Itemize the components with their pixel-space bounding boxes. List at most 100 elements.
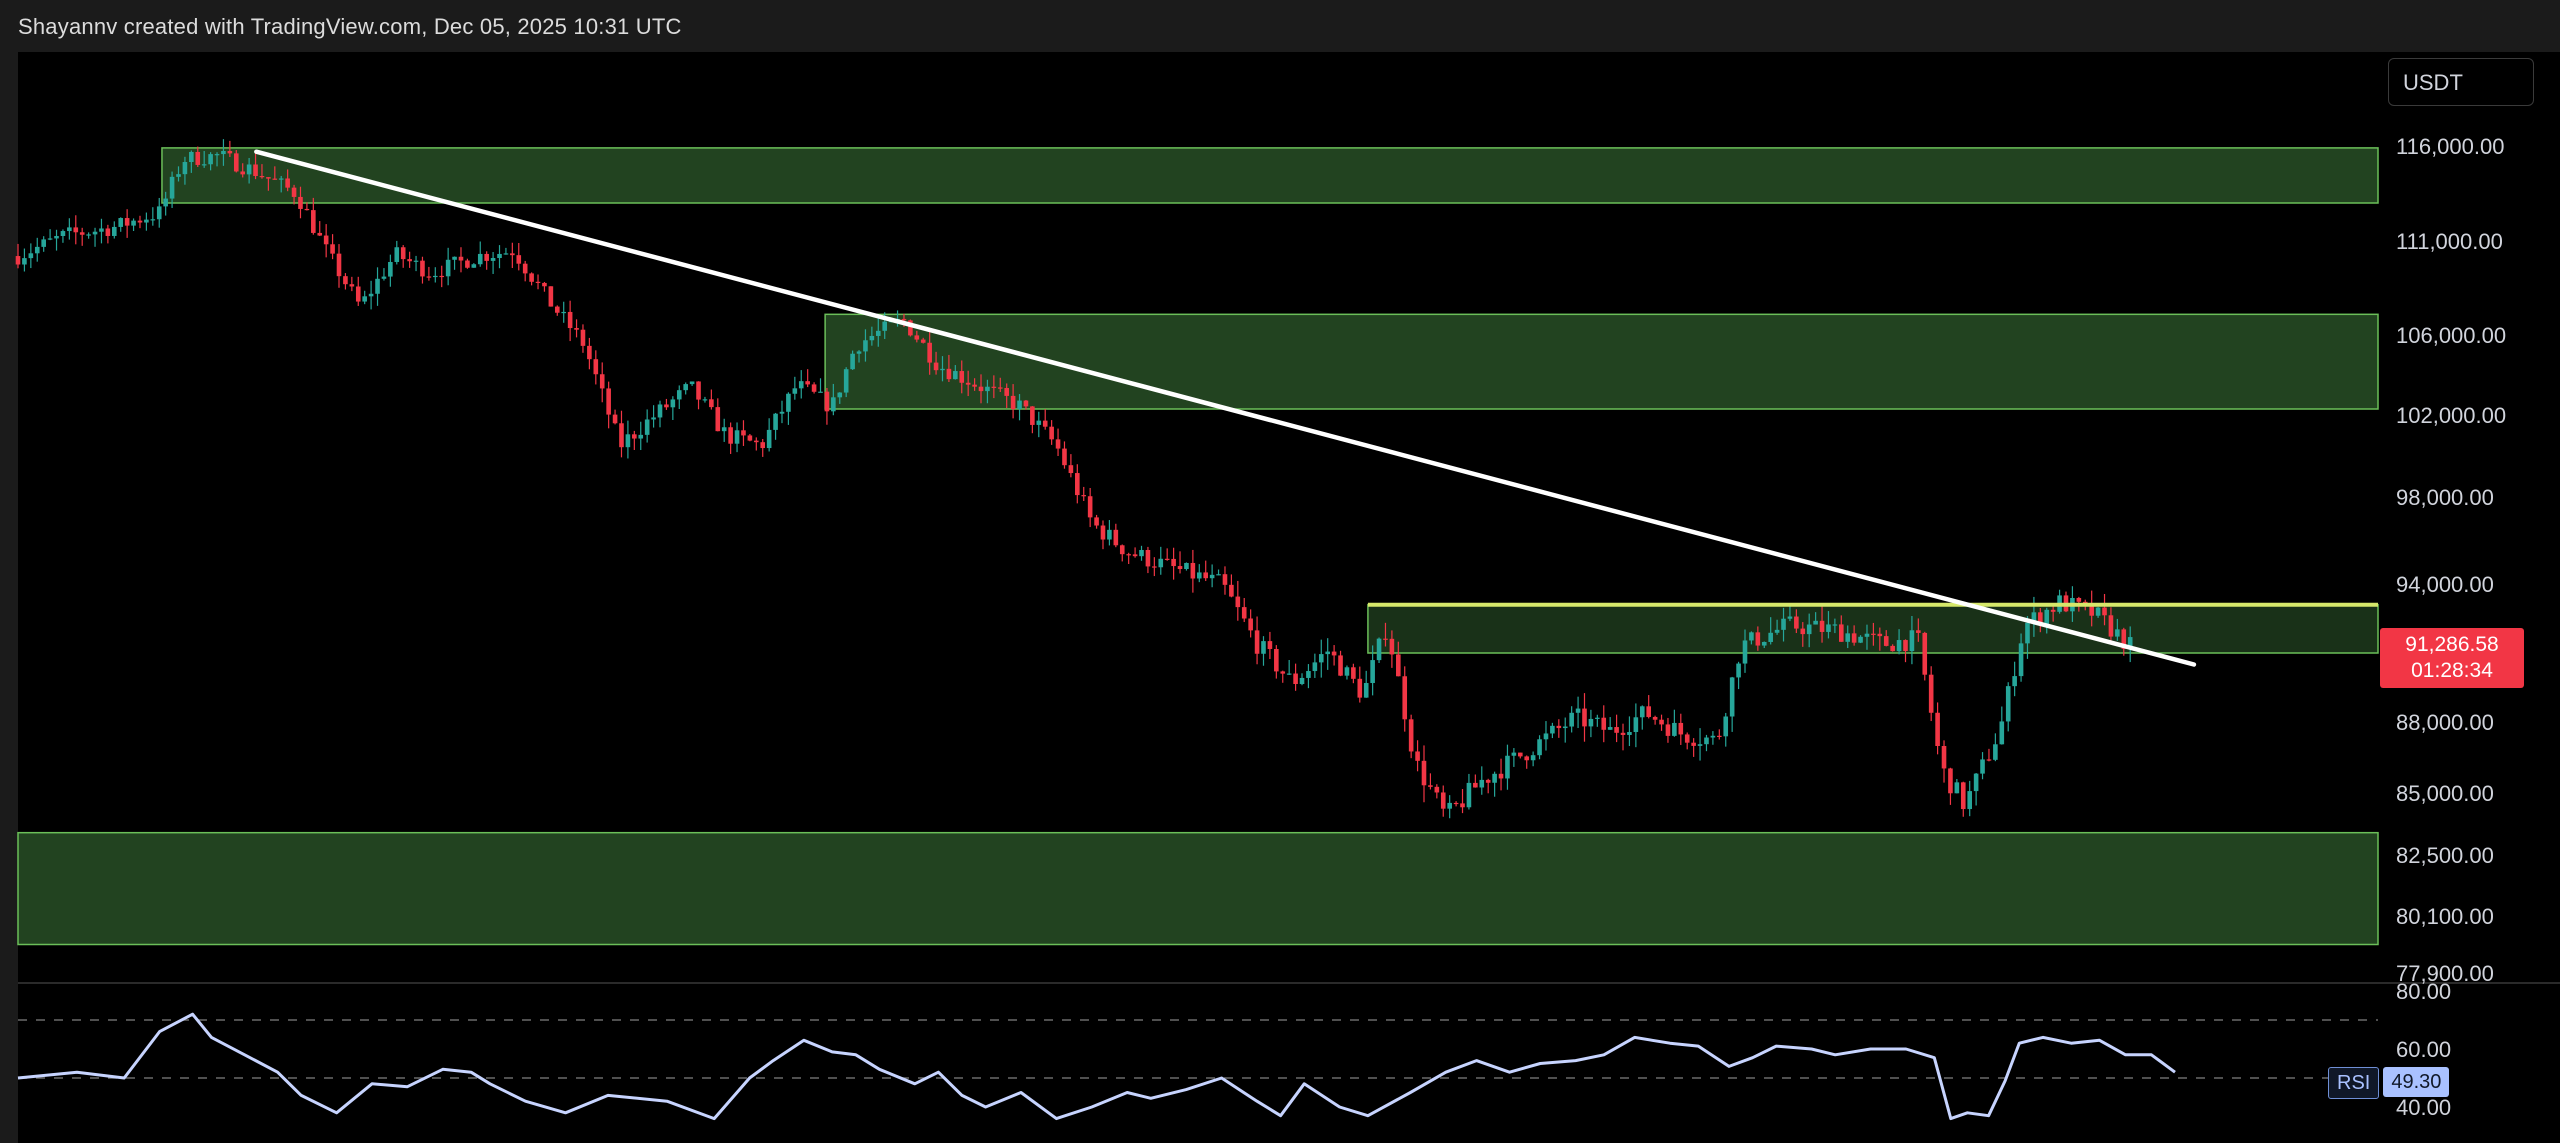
rsi-name-label: RSI bbox=[2328, 1067, 2380, 1099]
candle-body bbox=[779, 411, 785, 414]
currency-unit-selector[interactable]: USDT bbox=[2388, 58, 2534, 106]
candle-body bbox=[1858, 636, 1863, 643]
rsi-pane: 80.00 60.00 40.00 bbox=[17, 979, 2451, 1121]
candle-body bbox=[1440, 792, 1446, 809]
candle-body bbox=[105, 228, 111, 236]
candle-body bbox=[1075, 473, 1080, 496]
candle-body bbox=[856, 351, 862, 354]
price-tick-label: 98,000.00 bbox=[2396, 485, 2494, 510]
candle-body bbox=[1049, 426, 1054, 440]
candle-body bbox=[1184, 562, 1189, 570]
candle-body bbox=[676, 390, 682, 400]
candle-body bbox=[638, 434, 644, 439]
candle-body bbox=[747, 435, 753, 441]
candle-body bbox=[510, 253, 515, 256]
candle-body bbox=[54, 235, 59, 239]
candle-body bbox=[1216, 574, 1221, 576]
candle-body bbox=[1415, 751, 1420, 761]
candle-body bbox=[792, 388, 798, 394]
candle-body bbox=[766, 429, 772, 449]
candle-body bbox=[651, 417, 656, 420]
candle-body bbox=[1254, 630, 1260, 654]
candle-body bbox=[1941, 745, 1947, 769]
candle-body bbox=[1042, 420, 1048, 427]
price-tick-label: 85,000.00 bbox=[2396, 781, 2494, 806]
candle-body bbox=[1492, 773, 1497, 783]
candle-body bbox=[1845, 633, 1851, 642]
candle-body bbox=[1344, 667, 1350, 676]
candle-body bbox=[721, 427, 727, 432]
candle-body bbox=[336, 253, 342, 277]
candle-body bbox=[1935, 712, 1940, 746]
candle-body bbox=[266, 177, 271, 179]
candle-body bbox=[208, 154, 213, 165]
candle-body bbox=[1550, 725, 1555, 734]
candle-body bbox=[1363, 683, 1369, 698]
candle-body bbox=[1665, 724, 1671, 736]
candle-body bbox=[1672, 722, 1677, 736]
candle-body bbox=[2031, 612, 2037, 623]
candle-body bbox=[1402, 676, 1408, 720]
candle-body bbox=[978, 386, 984, 392]
candle-body bbox=[914, 335, 920, 340]
candle-body bbox=[156, 206, 162, 220]
candle-body bbox=[1729, 677, 1735, 717]
candle-body bbox=[368, 293, 374, 297]
candle-body bbox=[1986, 759, 1992, 761]
candle-body bbox=[1838, 624, 1844, 642]
candle-body bbox=[670, 399, 676, 408]
candle-body bbox=[137, 220, 143, 223]
candle-body bbox=[715, 407, 721, 432]
candle-body bbox=[985, 386, 990, 392]
candle-body bbox=[343, 276, 348, 285]
candle-body bbox=[330, 244, 335, 254]
candle-body bbox=[227, 151, 233, 154]
price-tick-label: 111,000.00 bbox=[2396, 229, 2503, 254]
candle-body bbox=[574, 328, 579, 330]
candle-body bbox=[272, 178, 278, 180]
candle-body bbox=[1684, 734, 1690, 743]
candle-body bbox=[516, 255, 522, 264]
candle-body bbox=[529, 273, 534, 282]
candle-body bbox=[1954, 782, 1960, 794]
candle-body bbox=[2012, 676, 2017, 687]
candle-body bbox=[1620, 732, 1626, 735]
candle-body bbox=[2005, 686, 2011, 722]
candle-body bbox=[400, 247, 406, 260]
price-zone-2 bbox=[824, 313, 2379, 410]
drawn-lines bbox=[254, 149, 2378, 667]
candle-body bbox=[47, 238, 53, 240]
candle-body bbox=[60, 231, 66, 236]
candle-body bbox=[1357, 678, 1363, 698]
candle-body bbox=[606, 388, 611, 415]
candle-body bbox=[1890, 645, 1895, 652]
candle-body bbox=[118, 218, 124, 227]
candle-body bbox=[1325, 651, 1330, 655]
candle-body bbox=[1473, 782, 1478, 788]
candle-body bbox=[1139, 549, 1144, 557]
candle-body bbox=[818, 391, 823, 393]
candle-body bbox=[124, 218, 130, 226]
candle-body bbox=[1562, 726, 1568, 729]
candle-body bbox=[2050, 609, 2056, 612]
candle-body bbox=[298, 196, 303, 209]
candle-body bbox=[644, 419, 650, 435]
candle-body bbox=[355, 286, 361, 302]
candle-body bbox=[1883, 636, 1889, 646]
rsi-tick-label: 40.00 bbox=[2396, 1095, 2451, 1120]
candle-body bbox=[1209, 574, 1215, 579]
candle-body bbox=[1627, 732, 1632, 735]
candle-body bbox=[1973, 773, 1979, 792]
candle-body bbox=[1177, 566, 1183, 570]
candle-body bbox=[1434, 786, 1440, 793]
candle-body bbox=[1736, 663, 1741, 678]
candle-body bbox=[182, 162, 188, 175]
candle-body bbox=[1196, 572, 1202, 579]
candle-body bbox=[1787, 616, 1793, 619]
candle-body bbox=[1774, 629, 1780, 633]
candle-body bbox=[445, 259, 451, 277]
candle-body bbox=[1723, 716, 1729, 737]
candle-body bbox=[1569, 712, 1574, 727]
candle-body bbox=[2108, 615, 2114, 637]
